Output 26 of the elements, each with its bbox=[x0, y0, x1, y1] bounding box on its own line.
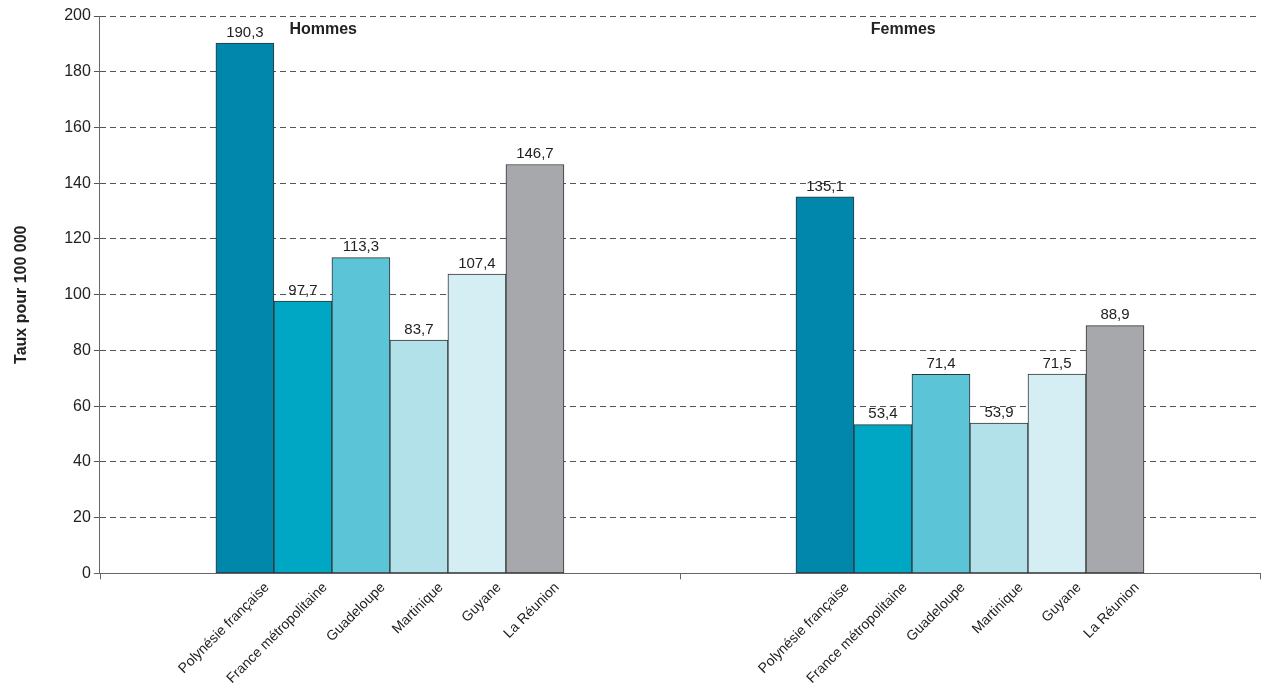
data-label: 53,9 bbox=[984, 402, 1014, 420]
y-axis-title: Taux pour 100 000 bbox=[12, 225, 30, 364]
data-label: 88,9 bbox=[1100, 305, 1130, 323]
y-tick-label: 20 bbox=[73, 508, 91, 526]
y-tick-label: 80 bbox=[73, 340, 91, 358]
data-label: 113,3 bbox=[342, 237, 380, 255]
data-label: 135,1 bbox=[806, 176, 844, 194]
y-tick-label: 140 bbox=[64, 173, 91, 191]
data-label: 97,7 bbox=[288, 280, 318, 298]
data-label: 107,4 bbox=[458, 253, 496, 271]
y-tick-label: 120 bbox=[64, 229, 91, 247]
y-tick-label: 180 bbox=[64, 62, 91, 80]
data-label: 53,4 bbox=[868, 404, 898, 422]
data-label: 83,7 bbox=[404, 319, 434, 337]
data-label: 71,5 bbox=[1042, 353, 1072, 371]
y-tick-label: 60 bbox=[73, 396, 91, 414]
annotation: Hommes bbox=[289, 20, 358, 38]
data-label: 190,3 bbox=[226, 22, 264, 40]
annotation: Femmes bbox=[870, 20, 936, 38]
y-tick-label: 160 bbox=[64, 117, 91, 135]
y-tick-label: 40 bbox=[73, 452, 91, 470]
y-tick-label: 0 bbox=[81, 563, 91, 581]
y-tick-label: 100 bbox=[64, 285, 91, 303]
y-tick-label: 200 bbox=[64, 6, 91, 24]
data-label: 146,7 bbox=[516, 144, 554, 162]
data-label: 71,4 bbox=[926, 354, 956, 372]
